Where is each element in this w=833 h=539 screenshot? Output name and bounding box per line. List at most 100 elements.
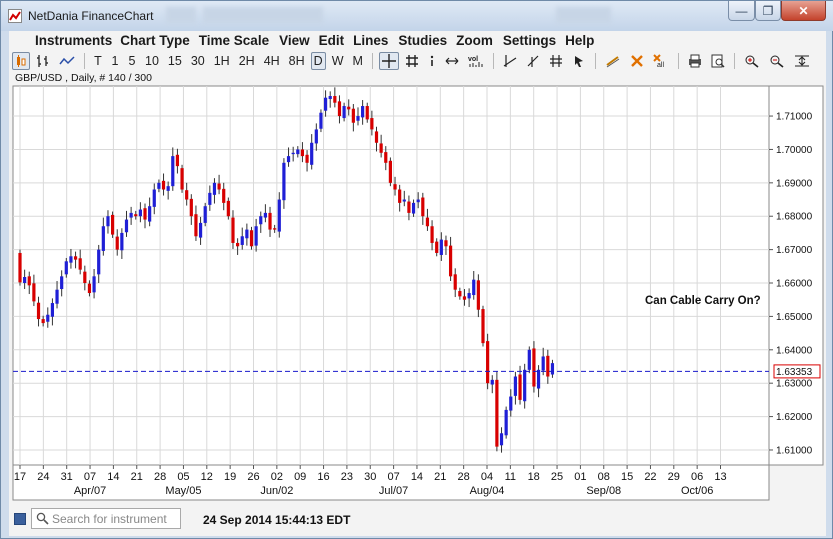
crosshair-icon[interactable]	[378, 52, 399, 70]
time-axis[interactable]	[12, 464, 770, 501]
price-axis[interactable]	[768, 85, 824, 466]
menu-edit[interactable]: Edit	[318, 33, 345, 48]
interval-30m-button[interactable]: 30	[190, 54, 205, 68]
candlestick-chart-icon[interactable]	[12, 52, 30, 70]
menu-settings[interactable]: Settings	[502, 33, 557, 48]
interval-4h-button[interactable]: 4H	[263, 54, 280, 68]
plot-area[interactable]	[12, 85, 770, 466]
volume-icon[interactable]: vol	[465, 52, 487, 70]
up-candle	[523, 369, 527, 402]
up-candle	[472, 279, 476, 296]
fit-chart-icon[interactable]	[791, 52, 813, 70]
x-tick-label: 05	[177, 471, 189, 483]
delete-all-icon[interactable]: all	[650, 52, 672, 70]
line-chart-icon[interactable]	[56, 52, 78, 70]
interval-8h-button[interactable]: 8H	[288, 54, 305, 68]
cursor-icon[interactable]	[569, 52, 589, 70]
up-candle	[416, 199, 420, 203]
bar-chart-icon[interactable]	[33, 52, 53, 70]
down-candle	[111, 214, 115, 235]
menu-view[interactable]: View	[279, 33, 310, 48]
up-candle	[55, 289, 59, 304]
up-candle	[402, 199, 406, 202]
down-candle	[453, 274, 457, 290]
down-candle	[41, 319, 45, 324]
menu-zoom[interactable]: Zoom	[456, 33, 493, 48]
menu-help[interactable]: Help	[565, 33, 595, 48]
interval-10m-button[interactable]: 10	[145, 54, 159, 68]
x-tick-label: 07	[84, 471, 96, 483]
interval-tick-button[interactable]: T	[94, 54, 102, 68]
instrument-search[interactable]	[31, 508, 181, 529]
interval-monthly-button[interactable]: M	[352, 54, 363, 68]
x-tick-label: 11	[505, 471, 516, 483]
down-candle	[194, 214, 198, 237]
down-candle	[78, 258, 82, 270]
grid-icon[interactable]	[402, 52, 422, 70]
candles	[18, 87, 555, 453]
print-preview-icon[interactable]	[708, 52, 728, 70]
x-tick-label: 31	[61, 471, 73, 483]
up-candle	[490, 379, 494, 385]
fibonacci-icon[interactable]	[546, 52, 566, 70]
zoom-out-icon[interactable]	[766, 52, 788, 70]
x-tick-label: 12	[201, 471, 213, 483]
up-candle	[171, 156, 175, 187]
trend-line-icon[interactable]	[500, 52, 520, 70]
down-candle	[185, 190, 189, 200]
minimize-button[interactable]: —	[728, 1, 755, 21]
up-candle	[152, 189, 156, 207]
interval-15m-button[interactable]: 15	[167, 54, 182, 68]
up-candle	[467, 293, 471, 299]
restore-button[interactable]: ❐	[755, 1, 781, 21]
zoom-in-icon[interactable]	[741, 52, 763, 70]
print-icon[interactable]	[685, 52, 705, 70]
ray-line-icon[interactable]	[523, 52, 543, 70]
scroll-arrows-icon[interactable]	[442, 52, 462, 70]
up-candle	[138, 209, 142, 217]
up-candle	[356, 116, 360, 121]
interval-1h-button[interactable]: 1H	[213, 54, 230, 68]
interval-5m-button[interactable]: 5	[128, 54, 136, 68]
up-candle	[212, 182, 217, 195]
month-label: Aug/04	[470, 485, 505, 497]
pencil-icon[interactable]	[602, 52, 624, 70]
title-bar[interactable]: NetDania FinanceChart — ❐ ✕	[1, 1, 833, 31]
search-icon	[36, 512, 49, 525]
info-icon[interactable]	[425, 52, 439, 70]
up-candle	[342, 106, 346, 119]
window-title: NetDania FinanceChart	[28, 9, 154, 23]
interval-weekly-button[interactable]: W	[331, 54, 344, 68]
y-tick-label: 1.62000	[776, 412, 813, 423]
down-candle	[481, 309, 485, 344]
down-candle	[27, 276, 31, 286]
status-bar: 24 Sep 2014 15:44:13 EDT	[9, 504, 826, 536]
menu-time-scale[interactable]: Time Scale	[198, 33, 270, 48]
interval-daily-button[interactable]: D	[310, 52, 326, 70]
down-candle	[83, 271, 87, 284]
interval-2h-button[interactable]: 2H	[238, 54, 255, 68]
down-candle	[430, 226, 434, 243]
up-candle	[328, 96, 332, 100]
menu-chart-type[interactable]: Chart Type	[120, 33, 190, 48]
month-label: Oct/06	[681, 485, 713, 497]
up-candle	[259, 216, 263, 225]
menu-instruments[interactable]: Instruments	[35, 33, 113, 48]
current-price-label: 1.63353	[776, 367, 813, 378]
close-button[interactable]: ✕	[781, 1, 826, 21]
x-tick-label: 01	[574, 471, 586, 483]
down-candle	[87, 283, 92, 294]
search-input[interactable]	[52, 511, 177, 526]
delete-drawing-icon[interactable]	[627, 52, 647, 70]
status-square-icon[interactable]	[14, 513, 26, 525]
up-candle	[527, 349, 531, 370]
up-candle	[129, 212, 133, 218]
price-chart[interactable]: 1.71000 1.70000 1.69000 1.68000 1.67000 1.660…	[9, 72, 826, 504]
up-candle	[198, 222, 203, 238]
menu-studies[interactable]: Studies	[398, 33, 448, 48]
menu-lines[interactable]: Lines	[353, 33, 389, 48]
x-tick-label: 18	[528, 471, 540, 483]
interval-1m-button[interactable]: 1	[111, 54, 119, 68]
status-datetime: 24 Sep 2014 15:44:13 EDT	[203, 513, 351, 527]
up-candle	[50, 303, 55, 317]
